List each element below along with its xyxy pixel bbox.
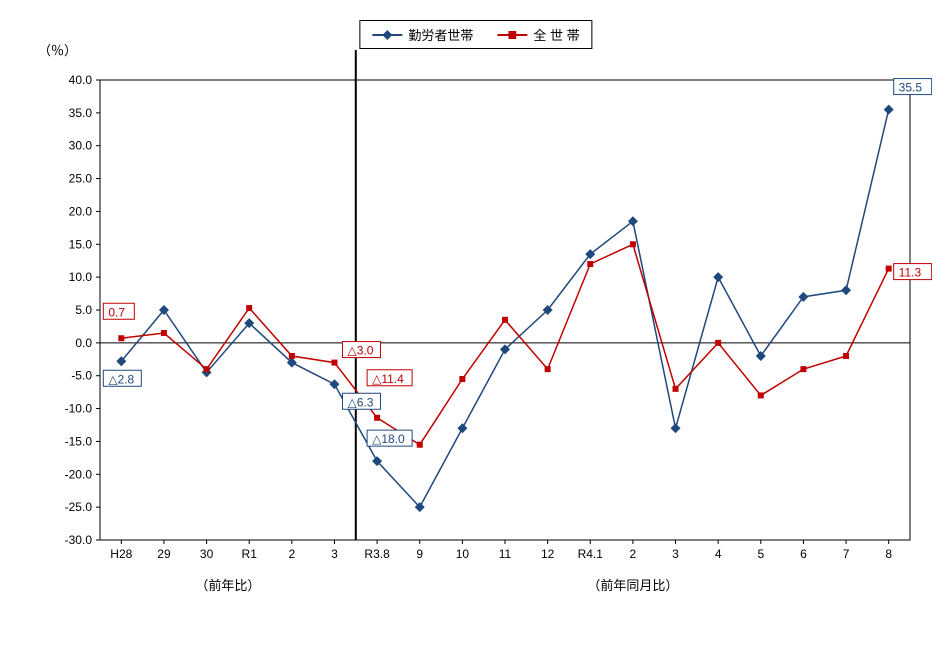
svg-text:△3.0: △3.0: [347, 344, 373, 358]
legend-item-2: 全 世 帯: [497, 25, 579, 44]
svg-text:35.0: 35.0: [69, 106, 93, 120]
chart-svg: （％） -30.0 -25.0 -20.0 -15.0 -10.0 -5.0 0.0 5.0 10…: [20, 20, 932, 640]
svg-text:30: 30: [200, 547, 214, 561]
legend-line-1: [372, 34, 402, 36]
svg-text:40.0: 40.0: [69, 73, 93, 87]
svg-text:7: 7: [843, 547, 850, 561]
svg-text:15.0: 15.0: [69, 237, 93, 251]
svg-text:R3.8: R3.8: [364, 547, 390, 561]
legend-label-1: 勤労者世帯: [408, 25, 473, 44]
svg-text:25.0: 25.0: [69, 172, 93, 186]
svg-text:△2.8: △2.8: [108, 372, 134, 386]
svg-text:11: 11: [499, 547, 512, 561]
svg-text:R1: R1: [242, 547, 258, 561]
svg-text:R4.1: R4.1: [578, 547, 604, 561]
svg-text:-30.0: -30.0: [65, 533, 93, 547]
svg-text:-15.0: -15.0: [65, 434, 93, 448]
svg-text:（％）: （％）: [38, 43, 77, 58]
svg-text:11.3: 11.3: [899, 266, 922, 280]
svg-text:H28: H28: [110, 547, 132, 561]
svg-text:0.7: 0.7: [108, 305, 125, 319]
svg-text:-5.0: -5.0: [71, 369, 92, 383]
svg-text:12: 12: [541, 547, 555, 561]
svg-text:2: 2: [630, 547, 637, 561]
svg-text:（前年同月比）: （前年同月比）: [587, 578, 678, 593]
svg-text:10.0: 10.0: [69, 270, 93, 284]
svg-text:35.5: 35.5: [899, 81, 923, 95]
svg-text:2: 2: [288, 547, 295, 561]
svg-text:△6.3: △6.3: [347, 395, 373, 409]
svg-text:9: 9: [416, 547, 423, 561]
svg-text:8: 8: [885, 547, 892, 561]
svg-text:30.0: 30.0: [69, 139, 93, 153]
svg-text:5: 5: [757, 547, 764, 561]
legend-label-2: 全 世 帯: [533, 25, 579, 44]
svg-text:（前年比）: （前年比）: [195, 578, 260, 593]
svg-text:-25.0: -25.0: [65, 500, 93, 514]
svg-text:20.0: 20.0: [69, 204, 93, 218]
svg-text:△18.0: △18.0: [372, 432, 405, 446]
svg-text:△11.4: △11.4: [372, 372, 404, 386]
svg-text:3: 3: [672, 547, 679, 561]
svg-text:4: 4: [715, 547, 722, 561]
legend: 勤労者世帯 全 世 帯: [359, 20, 592, 49]
svg-text:-20.0: -20.0: [65, 467, 93, 481]
legend-line-2: [497, 34, 527, 36]
svg-text:5.0: 5.0: [75, 303, 92, 317]
svg-text:-10.0: -10.0: [65, 402, 93, 416]
svg-text:29: 29: [157, 547, 171, 561]
svg-text:3: 3: [331, 547, 338, 561]
svg-text:10: 10: [456, 547, 470, 561]
svg-text:0.0: 0.0: [75, 336, 92, 350]
chart-container: 勤労者世帯 全 世 帯 （％） -30.0 -25.0 -20.0 -15.0 -10.0…: [20, 20, 932, 640]
legend-item-1: 勤労者世帯: [372, 25, 473, 44]
svg-text:6: 6: [800, 547, 807, 561]
